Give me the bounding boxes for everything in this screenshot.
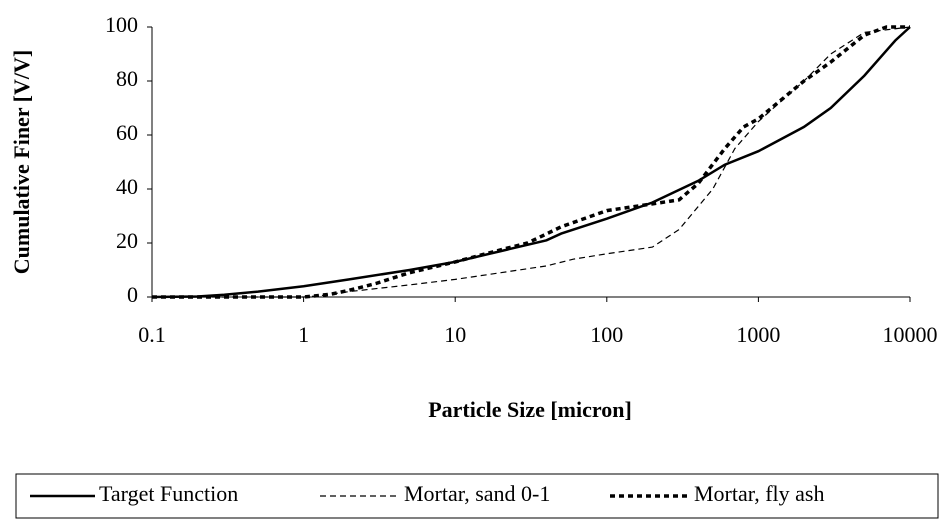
x-tick-label: 1 [298,322,309,347]
y-tick-label: 60 [116,120,138,145]
series-line [152,26,911,298]
x-tick-label: 10000 [883,322,938,347]
y-tick-label: 0 [127,282,138,307]
legend-box [15,473,939,519]
legend-label: Mortar, fly ash [694,481,824,506]
series-line [151,26,911,299]
y-tick-label: 40 [116,174,138,199]
y-tick-label: 80 [116,66,138,91]
legend-label: Mortar, sand 0-1 [404,481,550,506]
y-axis-label: Cumulative Finer [V/V] [9,50,34,274]
y-tick-label: 20 [116,228,138,253]
x-tick-label: 1000 [736,322,780,347]
x-tick-label: 0.1 [138,322,166,347]
x-tick-label: 100 [590,322,623,347]
y-tick-label: 100 [105,12,138,37]
x-tick-label: 10 [444,322,466,347]
legend-label: Target Function [99,481,238,506]
x-axis-label: Particle Size [micron] [428,397,632,422]
series-line [152,25,910,299]
